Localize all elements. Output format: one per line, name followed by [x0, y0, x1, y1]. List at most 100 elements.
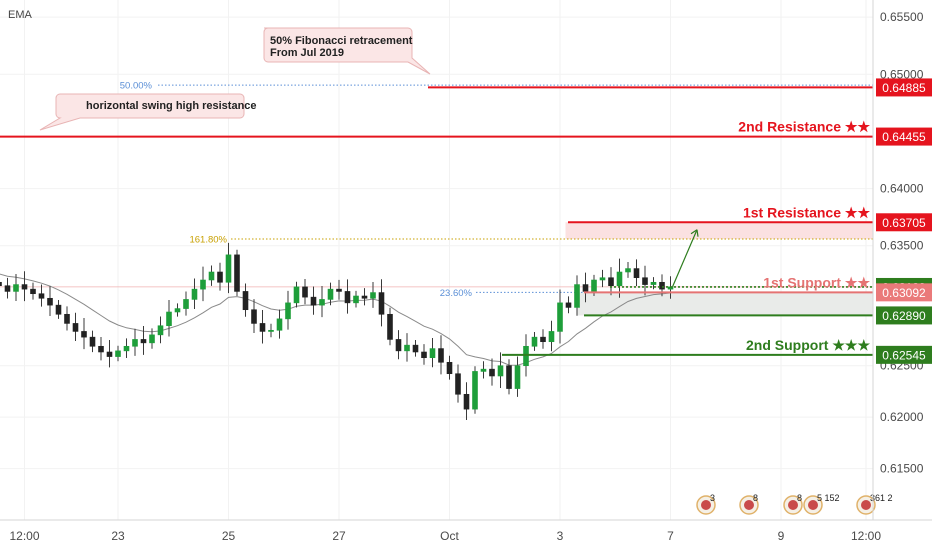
candle-down: [344, 291, 351, 304]
candle-up: [480, 368, 487, 372]
candle-up: [353, 295, 359, 304]
candle-down: [395, 339, 402, 352]
y-tick-label[interactable]: 0.65500: [880, 10, 924, 24]
candle-down: [361, 295, 368, 299]
candle-down: [0, 281, 2, 287]
candle-down: [251, 309, 257, 324]
price-tag-bg: [876, 345, 932, 364]
level-label: 1st Support ★★: [763, 274, 870, 290]
x-tick-label: 25: [222, 529, 236, 543]
candle-up: [132, 339, 138, 347]
candle-down: [302, 286, 308, 298]
level-label: 2nd Resistance ★★: [738, 119, 870, 135]
swing-callout-text: horizontal swing high resistance: [86, 100, 257, 112]
ema-layer: [0, 273, 671, 366]
flag-center: [808, 500, 818, 510]
candles-layer: [0, 242, 674, 420]
chart-grid: [0, 0, 873, 520]
candle-up: [472, 371, 478, 410]
candle-down: [47, 297, 53, 306]
fib-callout-text: 50% Fibonacci retracement: [270, 35, 413, 47]
candle-down: [438, 348, 444, 363]
candle-up: [191, 288, 198, 300]
y-tick-label[interactable]: 0.64000: [880, 182, 924, 196]
event-badge[interactable]: 361 2: [856, 493, 893, 515]
price-tag: 0.62545: [882, 348, 926, 362]
candle-up: [327, 288, 334, 300]
fib-callout-box: [263, 27, 431, 75]
candle-down: [98, 345, 104, 353]
candle-up: [13, 284, 19, 292]
price-tag-bg: [876, 213, 932, 232]
candle-down: [659, 281, 665, 290]
candle-down: [633, 268, 640, 279]
candle-down: [608, 277, 614, 287]
level-label: 1st Resistance ★★: [743, 204, 870, 220]
candle-up: [276, 318, 283, 331]
candle-down: [421, 351, 427, 359]
price-tags: 0.648850.644550.637050.631390.630920.628…: [876, 78, 932, 364]
fib-label: 23.60%: [440, 288, 473, 299]
candle-up: [429, 348, 436, 359]
y-tick-label[interactable]: 0.63500: [880, 239, 924, 253]
event-badge[interactable]: 5 152: [803, 493, 840, 515]
price-tag-bg: [876, 127, 932, 146]
candle-up: [293, 286, 300, 304]
support-zone: [577, 292, 873, 316]
indicator-label[interactable]: EMA: [8, 9, 33, 21]
candle-down: [81, 331, 87, 338]
candle-down: [259, 323, 266, 332]
candle-up: [225, 254, 232, 283]
event-count: 361 2: [870, 493, 893, 503]
event-count: 8: [797, 493, 802, 503]
candle-down: [336, 288, 342, 292]
event-badge[interactable]: 8: [783, 493, 803, 515]
ema-line: [0, 273, 671, 366]
candle-down: [106, 351, 113, 357]
candle-up: [548, 331, 555, 343]
level-label: 2nd Support ★★★: [746, 337, 870, 353]
candle-down: [4, 285, 11, 292]
y-tick-label[interactable]: 0.61500: [880, 462, 924, 476]
candle-up: [174, 308, 181, 313]
candle-down: [489, 368, 495, 377]
event-badge[interactable]: 3: [696, 493, 716, 515]
candle-up: [650, 281, 657, 285]
price-tag-bg: [876, 306, 932, 325]
candle-up: [625, 268, 631, 273]
candle-up: [557, 302, 563, 332]
candle-up: [531, 336, 538, 347]
candle-up: [523, 345, 529, 367]
candle-up: [157, 325, 164, 336]
price-tag-bg: [876, 78, 932, 97]
candle-down: [506, 365, 512, 389]
price-tag: 0.63092: [882, 286, 926, 300]
candle-down: [242, 291, 249, 311]
events-layer: 3 8 8 5 152 361 2: [696, 493, 893, 515]
projection-arrow: [671, 229, 698, 288]
candle-up: [514, 365, 521, 389]
candle-down: [387, 313, 393, 340]
price-tag-bg: [876, 283, 932, 302]
candle-down: [455, 373, 461, 395]
flag-center: [701, 500, 711, 510]
candle-down: [540, 336, 546, 343]
candle-up: [183, 299, 189, 309]
flag-center: [744, 500, 754, 510]
event-badge[interactable]: 8: [739, 493, 759, 515]
candle-up: [208, 271, 215, 281]
x-tick-label: Oct: [440, 529, 459, 543]
zones-layer: [565, 222, 873, 316]
candle-up: [123, 345, 130, 352]
candle-down: [412, 344, 419, 353]
candle-up: [497, 365, 504, 377]
y-tick-label[interactable]: 0.65000: [880, 67, 924, 81]
time-axis[interactable]: 12:00 23 25 27 Oct 3 7 9 12:00: [9, 529, 881, 543]
y-tick-label[interactable]: 0.62000: [880, 410, 924, 424]
flag-center: [861, 500, 871, 510]
x-tick-label: 7: [667, 529, 674, 543]
candle-down: [38, 293, 45, 299]
candle-down: [234, 254, 240, 292]
price-tag: 0.63705: [882, 216, 926, 230]
